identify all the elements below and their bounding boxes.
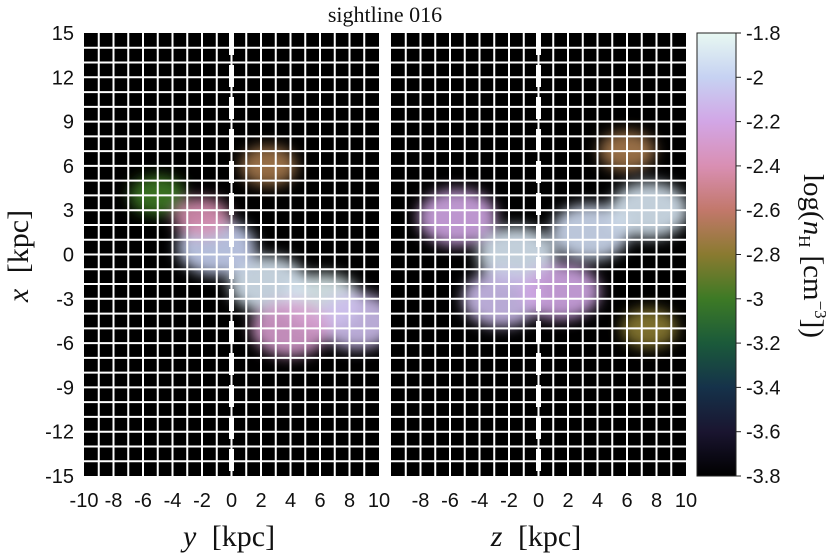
- colorbar-tick-labels: -1.8 -2 -2.2 -2.4 -2.6 -2.8 -3 -3.2 -3.4 -3.6 -3.8: [736, 23, 780, 488]
- x-tick-label: 2: [562, 490, 573, 512]
- colorbar-gradient: [696, 32, 737, 477]
- right-panel: [391, 33, 686, 476]
- y-tick-label: 15: [52, 23, 74, 45]
- right-x-axis-label-var: z: [490, 520, 503, 553]
- chart-title: sightline 016: [328, 2, 442, 27]
- x-tick-label: 6: [621, 490, 632, 512]
- left-panel: [84, 33, 379, 476]
- y-tick-label: -9: [56, 377, 74, 399]
- y-tick-label: -15: [45, 466, 74, 488]
- y-tick-label: -12: [45, 422, 74, 444]
- colorbar-label-unit: [cm: [797, 255, 829, 301]
- colorbar-tick-label: -3: [746, 289, 764, 311]
- left-grid: [84, 33, 379, 476]
- colorbar-tick-label: -3.8: [746, 466, 780, 488]
- colorbar-tick-label: -3.6: [746, 422, 780, 444]
- left-x-axis-label: y [kpc]: [180, 520, 275, 553]
- right-grid: [391, 33, 686, 476]
- left-x-axis-label-unit: [kpc]: [212, 520, 275, 553]
- gas-clump: [550, 204, 630, 261]
- y-tick-label: 3: [63, 200, 74, 222]
- colorbar-label: log(nH [cm−3]): [795, 174, 830, 338]
- x-tick-label: 10: [368, 490, 390, 512]
- x-tick-label: -4: [471, 490, 489, 512]
- y-tick-label: 6: [63, 156, 74, 178]
- x-tick-label: -6: [441, 490, 459, 512]
- y-axis-label-var: x: [2, 288, 35, 303]
- x-tick-label: 4: [285, 490, 296, 512]
- x-tick-label: -2: [193, 490, 211, 512]
- colorbar-tick-label: -3.2: [746, 333, 780, 355]
- colorbar-tick-label: -2.6: [746, 200, 780, 222]
- right-x-axis-label-unit: [kpc]: [518, 520, 581, 553]
- x-tick-label: 4: [592, 490, 603, 512]
- x-tick-label: -8: [105, 490, 123, 512]
- y-axis-label: x [kpc]: [2, 210, 35, 303]
- svg-text:log(nH[cm−3]): log(nH [cm−3]): [795, 174, 830, 338]
- y-tick-label: -3: [56, 289, 74, 311]
- right-x-axis-tick-labels: -8 -6 -4 -2 0 2 4 6 8 10: [412, 490, 698, 512]
- y-tick-label: -6: [56, 333, 74, 355]
- colorbar-label-prefix: log(: [797, 174, 829, 221]
- y-axis-label-unit: [kpc]: [2, 210, 35, 273]
- colorbar-label-exp: −3: [811, 301, 830, 319]
- x-tick-label: 0: [226, 490, 237, 512]
- x-tick-label: -4: [164, 490, 182, 512]
- colorbar: -1.8 -2 -2.2 -2.4 -2.6 -2.8 -3 -3.2 -3.4 -3.6 -3.8: [696, 23, 780, 488]
- x-tick-label: 10: [675, 490, 697, 512]
- y-tick-label: 9: [63, 112, 74, 134]
- gas-clump: [317, 292, 379, 349]
- right-x-axis-label: z [kpc]: [490, 520, 581, 553]
- x-tick-label: -6: [134, 490, 152, 512]
- x-tick-label: 0: [533, 490, 544, 512]
- colorbar-label-suffix: ]): [797, 319, 829, 338]
- left-x-axis-tick-labels: -10 -8 -6 -4 -2 0 2 4 6 8 10: [70, 490, 391, 512]
- y-tick-label: 0: [63, 245, 74, 267]
- colorbar-tick-label: -2.4: [746, 156, 780, 178]
- colorbar-tick-label: -2.8: [746, 245, 780, 267]
- colorbar-tick-label: -3.4: [746, 377, 780, 399]
- y-tick-label: 12: [52, 67, 74, 89]
- gas-clump: [521, 263, 600, 320]
- x-tick-label: -2: [500, 490, 518, 512]
- gas-clump: [418, 189, 497, 246]
- x-tick-label: 6: [314, 490, 325, 512]
- y-axis-tick-labels: 15 12 9 6 3 0 -3 -6 -9 -12 -15: [45, 23, 74, 488]
- colorbar-tick-label: -1.8: [746, 23, 780, 45]
- x-tick-label: -10: [70, 490, 99, 512]
- colorbar-tick-label: -2: [746, 67, 764, 89]
- x-tick-label: 8: [651, 490, 662, 512]
- svg-text:x [kpc]: x [kpc]: [2, 210, 35, 303]
- colorbar-tick-label: -2.2: [746, 112, 780, 134]
- x-tick-label: 2: [255, 490, 266, 512]
- colorbar-label-sub: H: [795, 235, 814, 247]
- x-tick-label: 8: [344, 490, 355, 512]
- left-x-axis-label-var: y: [180, 520, 197, 553]
- colorbar-label-var: n: [797, 221, 829, 236]
- x-tick-label: -8: [412, 490, 430, 512]
